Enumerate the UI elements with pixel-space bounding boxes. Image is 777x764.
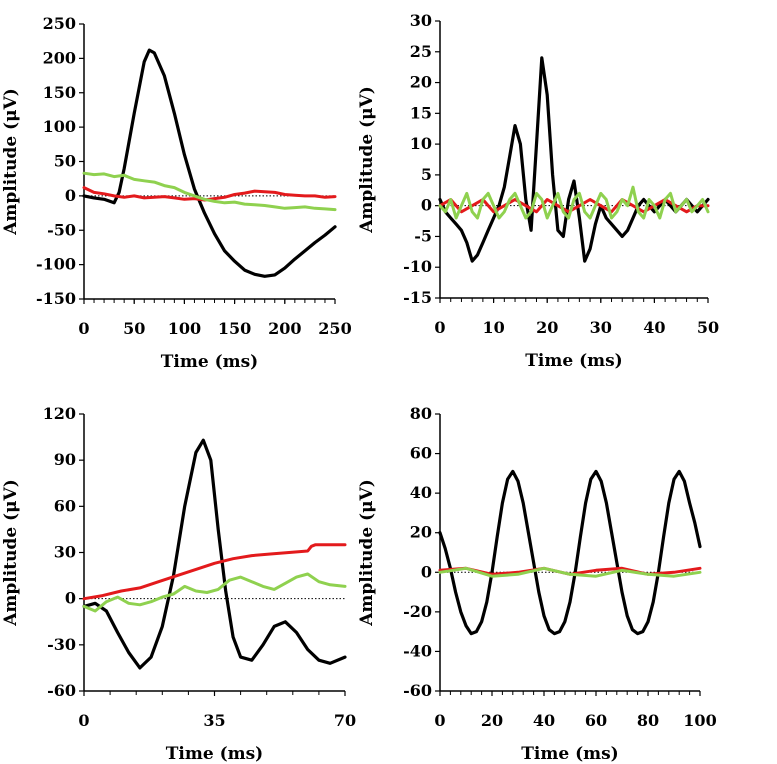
- y-tick-label: -5: [414, 226, 432, 245]
- y-tick-label: 90: [54, 450, 76, 469]
- y-tick-label: 10: [410, 134, 432, 153]
- chart-panel-2: -15 -10 -5 0 5 10 15 20 25 30 0 10 20 30 40 50 Time (ms)…: [357, 11, 719, 371]
- x-tick-label: 200: [268, 319, 301, 338]
- x-tick-label: 35: [203, 711, 225, 730]
- series-line-3: [438, 566, 702, 578]
- x-tick-label: 20: [536, 318, 558, 337]
- series-line-1: [438, 469, 702, 636]
- y-tick-label: 20: [410, 73, 432, 92]
- series-line-2: [82, 543, 347, 601]
- y-tick-label: 200: [43, 48, 76, 67]
- series-line-3: [438, 185, 710, 220]
- x-tick-label: 10: [482, 318, 504, 337]
- series-line-1: [82, 48, 337, 278]
- x-tick-label: 50: [697, 318, 719, 337]
- x-tick-label: 70: [334, 711, 356, 730]
- x-tick-label: 0: [434, 711, 445, 730]
- chart-panel-4: -60 -40 -20 0 20 40 60 80 0 20 40 60 80 100 Time (ms) A…: [357, 404, 717, 764]
- x-tick-label: 0: [434, 318, 445, 337]
- y-tick-label: 15: [410, 103, 432, 122]
- y-tick-label: 0: [421, 562, 432, 581]
- y-tick-label: 80: [410, 404, 432, 423]
- series-line-3: [82, 572, 347, 613]
- y-axis-title: Amplitude (μV): [1, 88, 21, 236]
- chart-panel-3: -60 -30 0 30 60 90 120 0 35 70 Time (ms) Amplitude …: [1, 404, 356, 764]
- y-tick-label: -60: [47, 681, 76, 700]
- series-line-3: [82, 171, 337, 212]
- x-axis-title: Time (ms): [521, 744, 618, 764]
- y-tick-label: 5: [421, 165, 432, 184]
- y-tick-label: 60: [54, 496, 76, 515]
- x-axis-title: Time (ms): [166, 744, 263, 764]
- y-tick-label: -150: [36, 289, 76, 308]
- y-tick-label: 25: [410, 42, 432, 61]
- y-tick-label: 250: [43, 14, 76, 33]
- y-tick-label: -50: [47, 220, 76, 239]
- y-tick-label: 20: [410, 523, 432, 542]
- x-tick-label: 60: [585, 711, 607, 730]
- chart-panel-1: -150 -100 -50 0 50 100 150 200 250 0 50 100 150 200 25…: [1, 14, 352, 372]
- y-tick-label: 30: [410, 11, 432, 30]
- y-tick-label: -30: [47, 635, 76, 654]
- y-tick-label: 40: [410, 483, 432, 502]
- y-tick-label: -20: [403, 602, 432, 621]
- y-axis-title: Amplitude (μV): [357, 86, 377, 234]
- y-tick-label: 150: [43, 83, 76, 102]
- y-axis-title: Amplitude (μV): [1, 479, 21, 627]
- x-tick-label: 50: [123, 319, 145, 338]
- series-line-1: [82, 438, 347, 670]
- x-tick-label: 250: [318, 319, 351, 338]
- x-tick-label: 40: [533, 711, 555, 730]
- y-tick-label: 50: [54, 152, 76, 171]
- x-tick-label: 30: [590, 318, 612, 337]
- x-tick-label: 40: [643, 318, 665, 337]
- x-axis-title: Time (ms): [161, 352, 258, 372]
- y-tick-label: 0: [421, 196, 432, 215]
- x-tick-label: 20: [481, 711, 503, 730]
- y-tick-label: 100: [43, 117, 76, 136]
- y-tick-label: -100: [36, 255, 76, 274]
- x-tick-label: 0: [78, 711, 89, 730]
- x-tick-label: 80: [637, 711, 659, 730]
- series-line-2: [82, 186, 337, 202]
- y-tick-label: 120: [43, 404, 76, 423]
- x-tick-label: 0: [78, 319, 89, 338]
- y-tick-label: -60: [403, 681, 432, 700]
- y-tick-label: 0: [65, 589, 76, 608]
- y-tick-label: -40: [403, 641, 432, 660]
- y-axis-title: Amplitude (μV): [357, 479, 377, 627]
- series-line-1: [438, 56, 710, 263]
- y-tick-label: -10: [403, 257, 432, 276]
- y-tick-label: 30: [54, 543, 76, 562]
- y-tick-label: 60: [410, 444, 432, 463]
- x-tick-label: 150: [218, 319, 251, 338]
- x-axis-title: Time (ms): [525, 351, 622, 371]
- x-tick-label: 100: [683, 711, 716, 730]
- y-tick-label: 0: [65, 186, 76, 205]
- x-tick-label: 100: [168, 319, 201, 338]
- y-tick-label: -15: [403, 288, 432, 307]
